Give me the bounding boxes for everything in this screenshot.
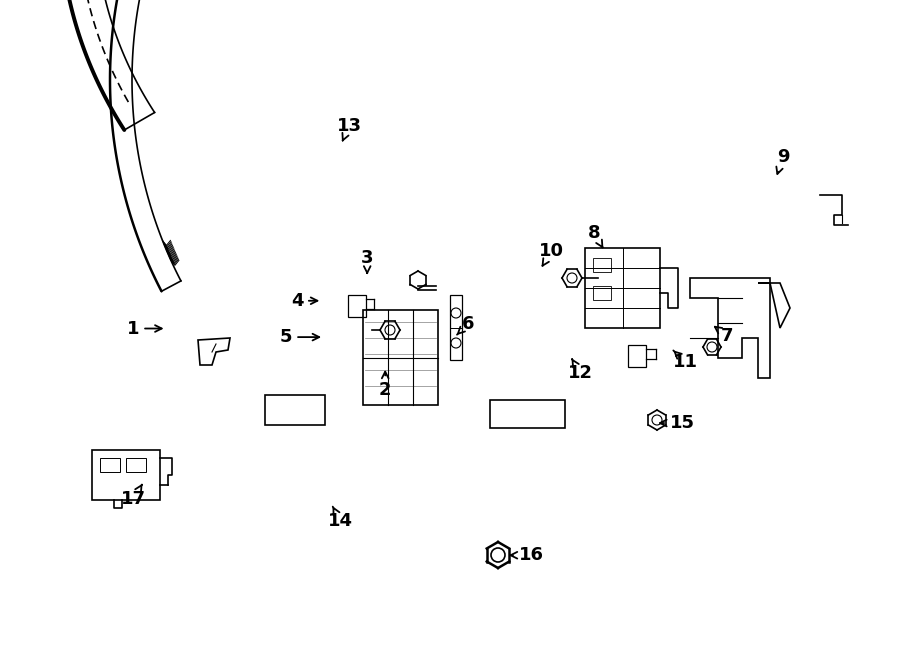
Text: 12: 12 [568,359,593,383]
Bar [450,295,462,360]
Text: 5: 5 [280,328,319,346]
Bar [265,395,325,425]
Bar [490,400,565,428]
Bar [363,310,438,405]
Bar [628,345,646,367]
Bar [585,248,660,328]
Text: 17: 17 [121,485,146,508]
Text: 10: 10 [539,242,564,266]
Bar [92,450,160,500]
Text: 16: 16 [510,546,544,564]
Text: 2: 2 [379,371,392,399]
Bar [126,458,146,472]
Text: 1: 1 [127,319,162,338]
Text: 11: 11 [673,350,698,371]
Text: 13: 13 [337,116,362,141]
Text: 9: 9 [777,148,789,174]
Text: 15: 15 [660,414,695,432]
Bar [593,258,611,272]
Text: 3: 3 [361,249,374,273]
Bar [593,286,611,300]
Bar [100,458,120,472]
Text: 4: 4 [291,292,318,310]
Text: 8: 8 [588,223,603,247]
Bar [348,295,366,317]
Text: 6: 6 [457,315,474,334]
Text: 7: 7 [715,327,733,345]
Text: 14: 14 [328,506,353,530]
